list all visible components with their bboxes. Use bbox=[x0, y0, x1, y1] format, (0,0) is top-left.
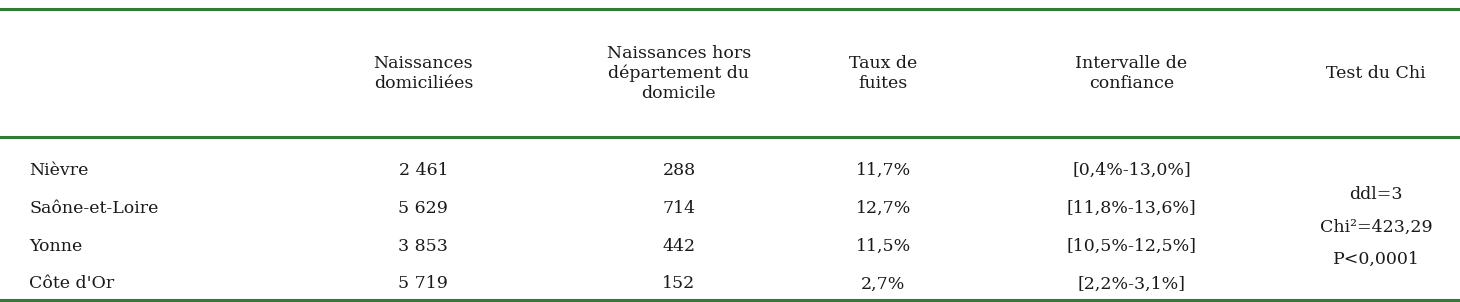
Text: Taux de
fuites: Taux de fuites bbox=[850, 55, 917, 92]
Text: 2 461: 2 461 bbox=[399, 162, 448, 179]
Text: 11,5%: 11,5% bbox=[856, 238, 911, 255]
Text: 5 629: 5 629 bbox=[399, 200, 448, 217]
Text: [2,2%-3,1%]: [2,2%-3,1%] bbox=[1077, 275, 1186, 292]
Text: Naissances
domiciliées: Naissances domiciliées bbox=[374, 55, 473, 92]
Text: 3 853: 3 853 bbox=[399, 238, 448, 255]
Text: 12,7%: 12,7% bbox=[856, 200, 911, 217]
Text: 152: 152 bbox=[663, 275, 695, 292]
Text: Chi²=423,29: Chi²=423,29 bbox=[1320, 219, 1432, 236]
Text: 5 719: 5 719 bbox=[399, 275, 448, 292]
Text: Intervalle de
confiance: Intervalle de confiance bbox=[1076, 55, 1187, 92]
Text: [0,4%-13,0%]: [0,4%-13,0%] bbox=[1072, 162, 1191, 179]
Text: 288: 288 bbox=[663, 162, 695, 179]
Text: Saône-et-Loire: Saône-et-Loire bbox=[29, 200, 159, 217]
Text: Naissances hors
département du
domicile: Naissances hors département du domicile bbox=[607, 45, 750, 102]
Text: Côte d'Or: Côte d'Or bbox=[29, 275, 114, 292]
Text: 11,7%: 11,7% bbox=[856, 162, 911, 179]
Text: [10,5%-12,5%]: [10,5%-12,5%] bbox=[1066, 238, 1197, 255]
Text: Yonne: Yonne bbox=[29, 238, 82, 255]
Text: Nièvre: Nièvre bbox=[29, 162, 89, 179]
Text: 442: 442 bbox=[663, 238, 695, 255]
Text: Test du Chi: Test du Chi bbox=[1326, 65, 1426, 82]
Text: 2,7%: 2,7% bbox=[861, 275, 905, 292]
Text: P<0,0001: P<0,0001 bbox=[1333, 251, 1419, 268]
Text: 714: 714 bbox=[663, 200, 695, 217]
Text: ddl=3: ddl=3 bbox=[1349, 186, 1403, 204]
Text: [11,8%-13,6%]: [11,8%-13,6%] bbox=[1067, 200, 1196, 217]
